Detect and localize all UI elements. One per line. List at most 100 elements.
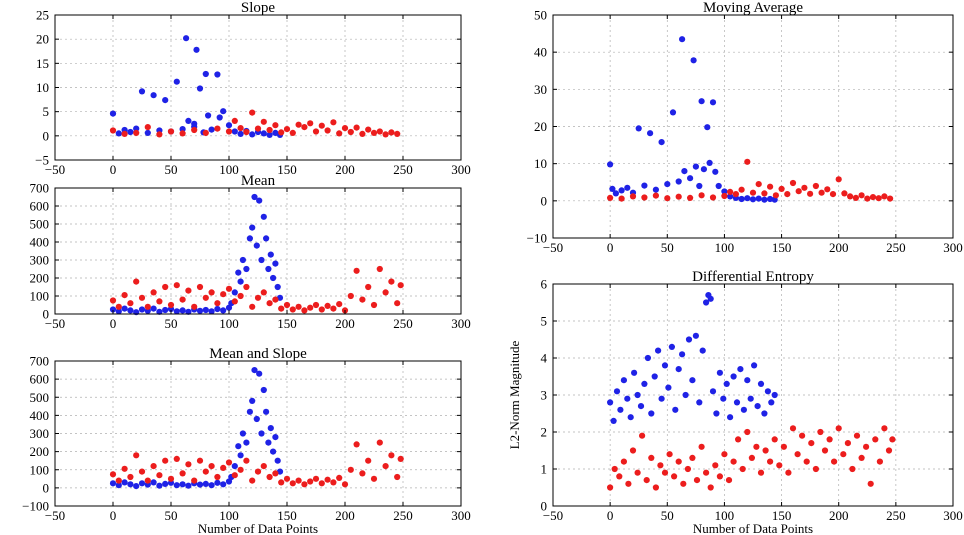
- data-point: [353, 441, 360, 448]
- data-point: [707, 484, 714, 491]
- data-point: [115, 303, 122, 310]
- series-blue: [607, 292, 778, 424]
- data-point: [138, 306, 146, 313]
- data-point: [312, 301, 320, 309]
- data-point: [767, 195, 774, 203]
- x-tick-label: 200: [829, 240, 849, 255]
- data-point: [214, 300, 221, 307]
- data-point: [648, 454, 655, 461]
- data-point: [394, 473, 401, 481]
- y-tick-label: 0: [43, 480, 50, 495]
- data-point: [696, 182, 703, 190]
- data-point: [347, 292, 354, 300]
- data-point: [121, 479, 128, 486]
- data-point: [196, 457, 204, 464]
- data-point: [243, 283, 250, 291]
- y-tick-label: 15: [36, 56, 49, 71]
- x-tick-label: 0: [607, 240, 614, 255]
- data-point: [208, 482, 215, 489]
- x-tick-label: 150: [277, 508, 297, 523]
- data-point: [679, 351, 686, 358]
- data-point: [875, 195, 882, 202]
- data-point: [655, 347, 662, 354]
- x-tick-label: 250: [886, 240, 906, 255]
- data-point: [237, 125, 244, 132]
- data-point: [687, 175, 694, 182]
- data-point: [260, 463, 267, 470]
- data-point: [263, 235, 270, 242]
- data-point: [196, 481, 204, 488]
- data-point: [109, 127, 117, 134]
- x-tick-label: 150: [772, 508, 792, 523]
- y-tick-label: 6: [541, 277, 548, 292]
- data-point: [624, 184, 631, 191]
- data-point: [133, 278, 140, 285]
- data-point: [267, 251, 274, 258]
- data-point: [709, 194, 717, 201]
- data-point: [237, 130, 244, 137]
- x-tick-label: 0: [110, 162, 117, 177]
- data-point: [249, 109, 256, 116]
- data-point: [826, 436, 833, 443]
- data-point: [330, 305, 337, 312]
- data-point: [272, 122, 279, 129]
- data-point: [808, 440, 815, 447]
- data-point: [761, 196, 768, 203]
- data-point: [840, 451, 847, 458]
- data-point: [867, 480, 874, 487]
- x-axis-label: Number of Data Points: [198, 521, 318, 535]
- x-tick-label: 300: [943, 508, 963, 523]
- data-point: [853, 432, 861, 439]
- data-point: [795, 188, 802, 195]
- data-point: [133, 452, 140, 459]
- data-point: [835, 176, 842, 183]
- data-point: [727, 193, 734, 200]
- data-point: [231, 298, 238, 305]
- data-point: [852, 194, 860, 201]
- chart-title: Slope: [241, 0, 276, 16]
- data-point: [274, 283, 281, 291]
- data-point: [863, 443, 870, 450]
- data-point: [665, 384, 672, 391]
- data-point: [150, 305, 157, 312]
- x-tick-label: 150: [772, 240, 792, 255]
- data-point: [191, 477, 198, 484]
- data-point: [755, 195, 762, 202]
- x-axis-label: Number of Data Points: [693, 521, 813, 535]
- data-point: [370, 301, 378, 309]
- data-point: [185, 287, 192, 294]
- data-point: [214, 479, 221, 486]
- data-point: [715, 182, 722, 190]
- data-point: [634, 469, 641, 476]
- data-point: [651, 373, 658, 380]
- x-tick-label: 150: [277, 316, 297, 331]
- data-point: [266, 126, 273, 134]
- data-point: [671, 473, 678, 480]
- x-tick-label: 100: [715, 240, 735, 255]
- data-point: [156, 308, 163, 315]
- x-tick-label: 300: [943, 240, 963, 255]
- data-point: [762, 447, 769, 454]
- data-point: [607, 399, 614, 406]
- data-point: [721, 192, 728, 200]
- data-point: [144, 477, 151, 484]
- data-point: [612, 190, 620, 197]
- x-tick-label: 50: [165, 316, 178, 331]
- data-point: [609, 185, 616, 192]
- data-point: [127, 473, 134, 481]
- x-tick-label: 300: [451, 316, 471, 331]
- data-point: [301, 481, 308, 488]
- data-point: [196, 307, 204, 314]
- data-point: [109, 471, 117, 478]
- chart-mean: −50 0 50 100 150 200 250 3000100200300400500600…: [30, 173, 471, 331]
- data-point: [692, 163, 700, 170]
- data-point: [191, 303, 198, 310]
- data-point: [295, 121, 302, 128]
- data-point: [668, 343, 676, 350]
- series-red: [607, 425, 896, 491]
- data-point: [202, 129, 209, 136]
- x-tick-label: 150: [277, 162, 297, 177]
- data-point: [208, 308, 215, 315]
- data-point: [831, 458, 838, 465]
- data-point: [115, 482, 122, 489]
